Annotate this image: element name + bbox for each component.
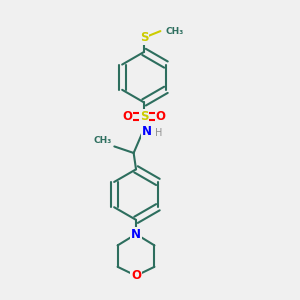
- Text: S: S: [140, 110, 148, 123]
- Text: O: O: [131, 269, 141, 282]
- Text: N: N: [131, 228, 141, 241]
- Text: CH₃: CH₃: [93, 136, 111, 145]
- Text: H: H: [155, 128, 162, 138]
- Text: O: O: [156, 110, 166, 123]
- Text: S: S: [140, 31, 148, 44]
- Text: N: N: [142, 125, 152, 138]
- Text: O: O: [122, 110, 132, 123]
- Text: CH₃: CH₃: [166, 27, 184, 36]
